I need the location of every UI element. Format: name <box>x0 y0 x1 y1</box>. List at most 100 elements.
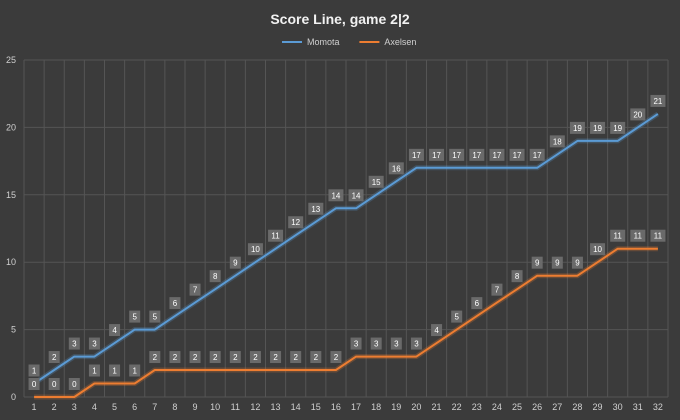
data-label-momota: 17 <box>489 148 505 161</box>
data-label-text: 6 <box>475 299 480 308</box>
data-label-axelsen: 5 <box>451 310 463 323</box>
data-label-box <box>129 364 141 377</box>
y-tick-label: 0 <box>11 392 16 402</box>
data-label-text: 1 <box>112 367 117 376</box>
data-label-box <box>350 337 362 350</box>
data-label-box <box>268 229 284 242</box>
x-tick-label: 13 <box>271 402 281 412</box>
x-tick-label: 14 <box>291 402 301 412</box>
data-label-box <box>650 229 666 242</box>
data-label-box <box>48 351 60 364</box>
x-tick-label: 19 <box>391 402 401 412</box>
data-label-box <box>348 189 364 202</box>
data-label-text: 4 <box>434 326 439 335</box>
data-label-text: 0 <box>32 380 37 389</box>
data-label-text: 2 <box>314 353 319 362</box>
data-label-box <box>68 337 80 350</box>
data-label-text: 19 <box>593 124 602 133</box>
data-label-box <box>549 135 565 148</box>
data-label-momota: 18 <box>549 135 565 148</box>
data-label-box <box>129 310 141 323</box>
data-label-text: 2 <box>273 353 278 362</box>
data-label-box <box>509 148 525 161</box>
x-tick-label: 23 <box>472 402 482 412</box>
data-label-axelsen: 2 <box>330 351 342 364</box>
data-label-text: 2 <box>193 353 198 362</box>
data-label-text: 3 <box>394 340 399 349</box>
data-label-box <box>408 148 424 161</box>
data-label-box <box>451 310 463 323</box>
x-tick-label: 29 <box>593 402 603 412</box>
data-label-axelsen: 11 <box>630 229 646 242</box>
data-label-momota: 14 <box>328 189 344 202</box>
data-label-box <box>247 243 263 256</box>
data-label-momota: 12 <box>288 216 304 229</box>
data-label-box <box>370 337 382 350</box>
data-label-momota: 17 <box>429 148 445 161</box>
x-tick-label: 25 <box>512 402 522 412</box>
data-label-text: 1 <box>32 367 37 376</box>
x-tick-label: 22 <box>452 402 462 412</box>
x-tick-label: 7 <box>152 402 157 412</box>
data-label-axelsen: 1 <box>88 364 100 377</box>
data-label-axelsen: 10 <box>590 243 606 256</box>
data-label-box <box>590 243 606 256</box>
data-label-box <box>308 202 324 215</box>
data-label-box <box>249 351 261 364</box>
y-tick-label: 15 <box>6 190 16 200</box>
data-label-momota: 15 <box>368 175 384 188</box>
data-label-axelsen: 4 <box>431 324 443 337</box>
data-label-text: 11 <box>614 232 623 241</box>
data-label-text: 9 <box>555 259 560 268</box>
data-label-axelsen: 2 <box>189 351 201 364</box>
y-tick-label: 25 <box>6 55 16 65</box>
data-label-text: 14 <box>352 191 361 200</box>
data-label-box <box>290 351 302 364</box>
data-label-text: 5 <box>132 313 137 322</box>
data-label-momota: 19 <box>569 121 585 134</box>
data-label-text: 4 <box>112 326 117 335</box>
data-label-momota: 3 <box>68 337 80 350</box>
x-tick-label: 26 <box>532 402 542 412</box>
data-label-text: 3 <box>92 340 97 349</box>
data-label-box <box>169 351 181 364</box>
data-label-axelsen: 11 <box>650 229 666 242</box>
data-label-axelsen: 0 <box>48 378 60 390</box>
data-label-box <box>209 351 221 364</box>
data-label-box <box>189 351 201 364</box>
data-label-text: 14 <box>331 191 340 200</box>
series-line-momota <box>33 113 659 385</box>
x-tick-label: 18 <box>371 402 381 412</box>
data-label-box <box>449 148 465 161</box>
data-label-text: 2 <box>233 353 238 362</box>
data-label-box <box>388 162 404 175</box>
x-tick-label: 21 <box>432 402 442 412</box>
data-label-text: 3 <box>354 340 359 349</box>
y-axis: 0 5 10 15 20 25 <box>6 55 16 402</box>
data-label-momota: 4 <box>109 324 121 337</box>
data-label-box <box>529 148 545 161</box>
data-label-momota: 8 <box>209 270 221 283</box>
data-label-box <box>330 351 342 364</box>
data-label-text: 2 <box>213 353 218 362</box>
data-label-axelsen: 9 <box>551 256 563 269</box>
data-label-box <box>491 283 503 296</box>
x-tick-label: 27 <box>552 402 562 412</box>
legend-label: Axelsen <box>384 37 416 47</box>
data-label-box <box>569 121 585 134</box>
data-label-text: 1 <box>92 367 97 376</box>
data-label-box <box>28 364 40 377</box>
data-label-momota: 17 <box>449 148 465 161</box>
data-label-box <box>288 216 304 229</box>
data-label-box <box>229 256 241 269</box>
data-label-text: 15 <box>372 178 381 187</box>
data-label-axelsen: 2 <box>290 351 302 364</box>
data-label-text: 11 <box>271 232 280 241</box>
data-label-axelsen: 2 <box>249 351 261 364</box>
data-label-momota: 13 <box>308 202 324 215</box>
data-label-box <box>169 297 181 310</box>
data-label-box <box>88 364 100 377</box>
